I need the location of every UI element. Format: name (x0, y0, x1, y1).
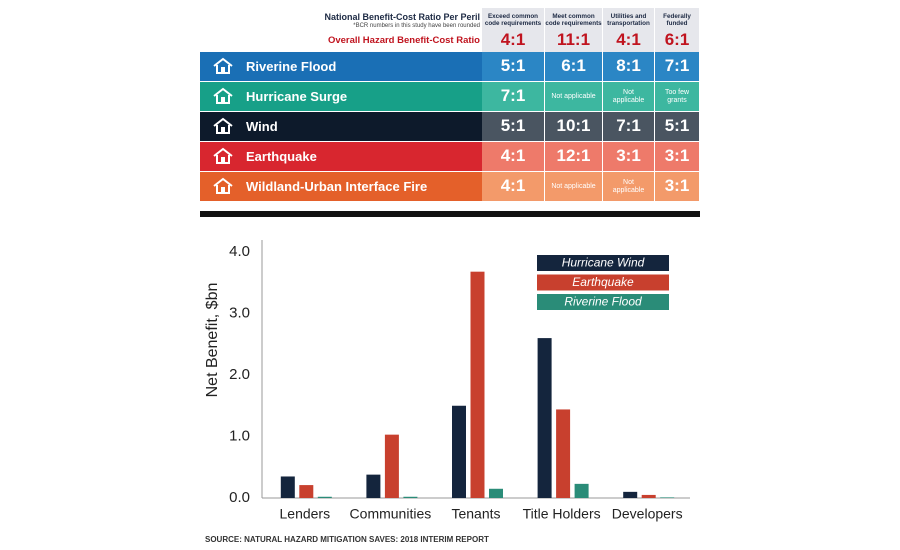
row-bg (200, 52, 482, 81)
bar (470, 271, 485, 498)
bar (384, 434, 399, 498)
ratio-cell: 5:1 (655, 112, 699, 141)
bar (537, 338, 552, 498)
bar (403, 496, 418, 498)
house-icon (213, 57, 233, 74)
overall-label: Overall Hazard Benefit-Cost Ratio (327, 35, 480, 46)
bar (280, 476, 295, 498)
house-icon (213, 87, 233, 104)
peril-icon (212, 87, 234, 105)
ratio-cell: Not applicable (603, 82, 654, 111)
legend-label: Riverine Flood (564, 295, 642, 309)
ratio-cell: 5:1 (482, 52, 544, 81)
legend-swatch (537, 255, 669, 271)
bar (489, 488, 503, 498)
ratio-cell: Not applicable (545, 82, 602, 111)
column-header-bg (482, 8, 544, 52)
ratio-cell: 4:1 (482, 172, 544, 201)
y-tick-label: 4.0 (229, 243, 250, 260)
ratio-cell: 7:1 (482, 82, 544, 111)
bar (574, 483, 589, 498)
bar (366, 474, 381, 498)
column-header: Meet common code requirements (545, 12, 602, 27)
ratio-cell: 3:1 (603, 142, 654, 171)
peril-name: Wind (246, 119, 278, 134)
row-bg (200, 142, 482, 171)
y-tick-label: 0.0 (229, 489, 250, 506)
ratio-cell: 4:1 (482, 142, 544, 171)
overall-value: 4:1 (616, 30, 641, 49)
table-note: *BCR numbers in this study have been rou… (353, 23, 480, 29)
y-tick-label: 3.0 (229, 304, 250, 321)
ratio-cell: 3:1 (655, 142, 699, 171)
ratio-cell: Not applicable (603, 172, 654, 201)
column-header: Federally funded (663, 12, 691, 27)
source: SOURCE: NATURAL HAZARD MITIGATION SAVES:… (205, 535, 489, 544)
ratio-cell: 8:1 (603, 52, 654, 81)
y-tick-label: 1.0 (229, 427, 250, 444)
ratio-cell: 7:1 (655, 52, 699, 81)
bar (660, 497, 675, 498)
overall-value: 11:1 (556, 30, 591, 49)
column-header-bg (545, 8, 602, 52)
peril-name: Hurricane Surge (246, 89, 348, 104)
peril-name: Earthquake (246, 149, 317, 164)
legend-label: Earthquake (572, 275, 634, 289)
x-tick-label: Title Holders (523, 506, 601, 522)
x-tick-label: Lenders (280, 506, 331, 522)
table-title: National Benefit-Cost Ratio Per Peril (324, 12, 480, 22)
bar (299, 485, 314, 498)
ratio-cell: 12:1 (545, 142, 602, 171)
x-tick-label: Developers (612, 506, 683, 522)
row-bg (200, 172, 482, 201)
ratio-cell: 3:1 (655, 172, 699, 201)
divider (200, 211, 700, 217)
legend-swatch (537, 274, 669, 291)
peril-icon (212, 117, 234, 135)
column-header-bg (655, 8, 699, 52)
ratio-cell: Too few grants (655, 82, 699, 111)
overall-value: 4:1 (500, 30, 526, 49)
y-axis-label: Net Benefit, $bn (204, 283, 221, 398)
bar (623, 491, 638, 498)
peril-icon (212, 147, 234, 165)
table: National Benefit-Cost Ratio Per Peril *BC… (200, 8, 700, 204)
column-header: Exceed common code requirements (484, 12, 542, 27)
x-tick-label: Communities (350, 506, 432, 522)
x-tick-label: Tenants (451, 506, 500, 522)
bar (641, 494, 656, 498)
peril-name: Riverine Flood (246, 59, 337, 74)
ratio-cell: 6:1 (545, 52, 602, 81)
house-icon (213, 147, 233, 164)
bar (556, 409, 571, 498)
column-header: Utilities and transportation (607, 12, 650, 27)
house-icon (213, 117, 233, 134)
peril-icon (212, 177, 234, 195)
peril-icon (212, 57, 234, 75)
bar (452, 405, 466, 498)
bar (317, 496, 332, 498)
row-bg (200, 112, 482, 141)
ratio-cell: 10:1 (545, 112, 602, 141)
house-icon (213, 177, 233, 194)
row-bg (200, 82, 482, 111)
ratio-cell: Not applicable (545, 172, 602, 201)
overall-value: 6:1 (664, 30, 690, 49)
peril-name: Wildland-Urban Interface Fire (246, 179, 428, 194)
legend-label: Hurricane Wind (562, 256, 645, 270)
ratio-cell: 7:1 (603, 112, 654, 141)
ratio-cell: 5:1 (482, 112, 544, 141)
legend-swatch (537, 294, 669, 310)
y-tick-label: 2.0 (229, 366, 250, 383)
column-header-bg (603, 8, 654, 52)
